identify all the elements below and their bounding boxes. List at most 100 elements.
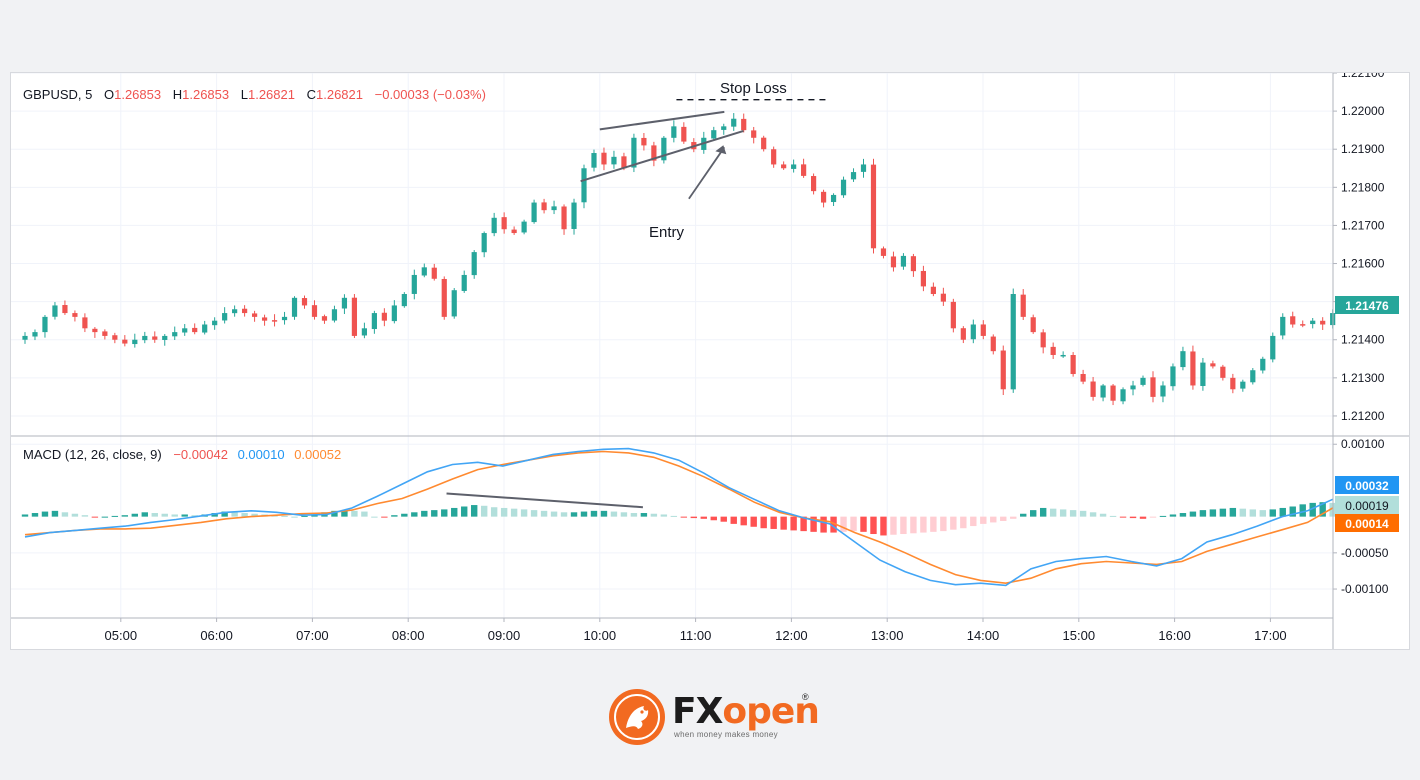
macd-hist-bar [820,516,827,533]
candle-body [1220,366,1226,378]
macd-hist-bar [21,514,29,517]
macd-hist-bar [151,513,158,517]
macd-hist-bar [181,514,188,517]
macd-hist-bar [1209,509,1217,517]
macd-hist-bar [970,516,977,527]
macd-hist-bar [441,509,448,517]
candle-body [441,278,447,317]
candle-body [541,202,547,211]
macd-hist-bar [690,516,698,519]
macd-hist-bar [900,516,907,535]
candle-body [52,305,58,317]
price-tick-label: 1.21700 [1341,218,1385,232]
macd-hist-bar [640,513,648,517]
macd-hist-bar [520,509,528,517]
candle-body [232,309,238,314]
macd-hist-bar [1239,508,1247,517]
candle-body [451,290,457,317]
candle-body [1140,377,1146,385]
macd-hist-bar [1069,510,1077,517]
logo-fx: FX [672,691,723,732]
candle-body [681,126,687,142]
macd-line-value: 0.00010 [238,447,285,462]
candle-body [361,328,367,336]
time-tick-label: 14:00 [967,628,1000,643]
candle-body [222,313,228,321]
candle-body [1190,351,1196,386]
high-value: 1.26853 [182,87,229,102]
time-tick-label: 12:00 [775,628,808,643]
macd-hist-bar [540,510,548,517]
candle-body [291,297,298,317]
macd-hist-bar [381,516,388,518]
price-tick-label: 1.22100 [1341,73,1385,80]
macd-hist-bar [361,511,368,517]
candle-body [671,126,677,138]
candle-body [651,145,657,161]
macd-hist-bar [480,505,488,517]
macd-hist-bar [161,513,168,517]
macd-tag-blue: 0.00032 [1345,479,1389,493]
macd-hist-bar [81,515,89,517]
candle-body [411,274,417,294]
macd-hist-bar [660,514,668,517]
grid [11,72,1409,618]
candle-body [72,313,78,317]
candle-body [1290,316,1296,325]
time-tick-label: 08:00 [392,628,425,643]
macd-hist-bar [1229,507,1237,517]
macd-hist-bar [1089,512,1097,517]
macd-hist-bar [760,516,767,529]
candle-body [1020,294,1026,317]
macd-hist-bar [1189,511,1197,517]
macd-hist-bar [990,516,997,523]
chart-svg[interactable]: 1.22100 1.22000 1.21900 1.21800 1.21700 1.216… [11,66,1409,649]
candle-body [1300,324,1306,326]
price-tick-label: 1.21600 [1341,257,1385,271]
macd-hist-bar [1259,510,1266,517]
entry-arrow-head [715,145,727,155]
macd-hist-bar [740,516,747,526]
macd-hist-bar [710,516,717,521]
macd-hist-bar [680,516,688,518]
macd-hist-bar [1319,502,1326,517]
pennant-upper-line [599,110,725,131]
macd-hist-bar [1010,516,1017,519]
macd-hist-bar [570,512,578,517]
macd-hist-bar [630,513,638,517]
candle-body [1230,377,1236,390]
candle-body [341,297,348,309]
macd-hist-bar [1269,509,1276,517]
macd-hist-bar [1030,510,1037,517]
candle-body [381,312,387,321]
candle-body [212,320,218,326]
fxopen-logo[interactable]: FXopen ® when money makes money [608,688,828,748]
candle-body [611,156,617,165]
macd-hist-bar [1049,508,1057,517]
candle-body [960,328,966,340]
candle-body [22,335,28,340]
macd-signal-value: 0.00052 [294,447,341,462]
last-price-value: 1.21476 [1345,299,1389,313]
macd-hist-bar [251,513,258,517]
candle-body [142,335,148,341]
candle-body [1000,350,1006,390]
time-tick-label: 15:00 [1063,628,1096,643]
pennant-lower-line [580,129,744,183]
macd-hist-bar [1099,513,1107,517]
macd-hist-bar [530,510,538,517]
macd-tag-orange: 0.00014 [1345,517,1389,531]
low-label: L [241,87,248,102]
macd-hist-bar [1059,509,1067,517]
macd-hist-bar [850,516,857,532]
candle-body [1120,389,1126,402]
candle-body [661,137,667,161]
candle-body [1210,363,1216,367]
candle-body [771,149,777,165]
candle-body [1080,373,1086,382]
macd-hist-bar [750,516,757,527]
candle-body [741,118,747,131]
macd-hist-bar [930,516,937,532]
macd-hist-bar [870,516,877,535]
candle-body [192,327,198,333]
